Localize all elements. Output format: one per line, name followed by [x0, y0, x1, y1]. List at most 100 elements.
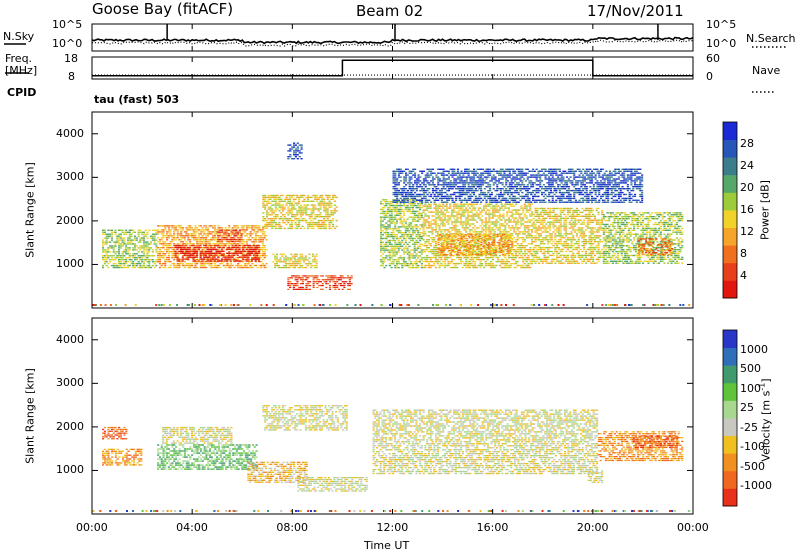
power-cell: [511, 253, 514, 255]
power-cell: [394, 222, 397, 224]
power-cell: [460, 239, 463, 242]
power-cell: [251, 241, 254, 243]
power-cell: [314, 218, 317, 220]
power-cell: [187, 264, 190, 267]
power-cell: [215, 237, 218, 239]
power-cell: [436, 251, 439, 253]
power-cell: [451, 229, 454, 231]
power-cell: [480, 241, 483, 244]
power-cell: [507, 245, 510, 248]
power-cell: [539, 219, 542, 221]
power-cell: [443, 209, 446, 211]
power-cell: [525, 227, 528, 229]
power-cell: [529, 249, 532, 251]
power-cell: [228, 243, 231, 245]
power-cell: [509, 247, 512, 249]
power-cell: [468, 234, 471, 236]
power-cell: [173, 251, 176, 253]
power-cell: [547, 248, 550, 251]
power-cell: [155, 261, 158, 263]
power-cell: [130, 233, 133, 235]
power-cell: [543, 258, 546, 260]
power-cell: [559, 256, 562, 258]
power-cell: [431, 253, 434, 255]
power-cell: [134, 245, 137, 247]
power-cell: [511, 262, 514, 265]
power-cell: [490, 227, 493, 229]
power-cell: [178, 244, 181, 247]
power-cell: [319, 194, 322, 197]
power-cell: [429, 245, 432, 247]
power-cell: [348, 281, 351, 283]
power-cell: [176, 244, 179, 247]
power-cell: [153, 237, 156, 239]
power-cell: [491, 254, 494, 257]
power-cell: [484, 221, 487, 223]
power-cell: [194, 262, 197, 265]
power-cell: [479, 253, 482, 255]
power-cell: [284, 261, 287, 263]
power-cell: [114, 266, 117, 269]
power-cell: [429, 225, 432, 227]
power-cell: [227, 235, 230, 237]
power-cell: [292, 204, 295, 206]
power-cell: [307, 225, 310, 228]
power-cell: [458, 235, 461, 237]
power-cell: [383, 251, 386, 253]
power-cell: [125, 245, 128, 247]
power-cell: [397, 237, 400, 240]
power-cell: [388, 255, 391, 257]
power-cell: [538, 233, 541, 235]
power-cell: [470, 229, 473, 231]
power-cell: [289, 227, 292, 230]
power-cell: [413, 247, 416, 249]
power-cell: [413, 251, 416, 253]
power-cell: [420, 249, 423, 251]
power-cell: [285, 212, 288, 214]
power-cell: [214, 243, 217, 245]
power-cell: [447, 237, 450, 239]
power-cell: [103, 255, 106, 257]
power-cell: [483, 253, 486, 255]
power-cell: [116, 257, 119, 259]
power-cell: [531, 203, 534, 205]
power-cell: [388, 257, 391, 259]
power-cell: [271, 223, 274, 226]
power-cell: [480, 253, 483, 256]
power-cell: [301, 255, 304, 257]
power-cell: [273, 204, 276, 206]
power-cell: [559, 207, 562, 210]
power-cell: [527, 256, 530, 259]
power-cell: [390, 235, 393, 238]
power-cell: [401, 224, 404, 226]
power-cell: [212, 235, 215, 237]
power-cell: [462, 235, 465, 238]
power-cell: [474, 229, 477, 231]
power-cell: [445, 233, 448, 235]
power-cell: [484, 241, 487, 243]
power-cell: [203, 247, 206, 249]
power-cell: [385, 255, 388, 257]
power-cell: [470, 203, 473, 205]
power-cell: [446, 245, 449, 248]
power-cell: [171, 235, 174, 237]
power-cell: [493, 264, 496, 267]
power-cell: [262, 264, 265, 267]
power-cell: [128, 247, 131, 249]
power-cell: [290, 212, 293, 214]
power-cell: [281, 266, 284, 269]
power-cell: [511, 256, 514, 259]
power-cell: [495, 211, 498, 213]
power-cell: [242, 253, 245, 255]
power-cell: [527, 227, 530, 229]
power-cell: [449, 241, 452, 243]
power-cell: [313, 259, 316, 261]
power-cell: [435, 217, 438, 219]
power-cell: [230, 266, 233, 269]
power-cell: [305, 284, 308, 287]
power-cell: [324, 219, 327, 222]
power-cell: [262, 198, 265, 200]
power-cell: [491, 249, 494, 251]
power-cell: [462, 251, 465, 254]
power-cell: [548, 254, 551, 257]
